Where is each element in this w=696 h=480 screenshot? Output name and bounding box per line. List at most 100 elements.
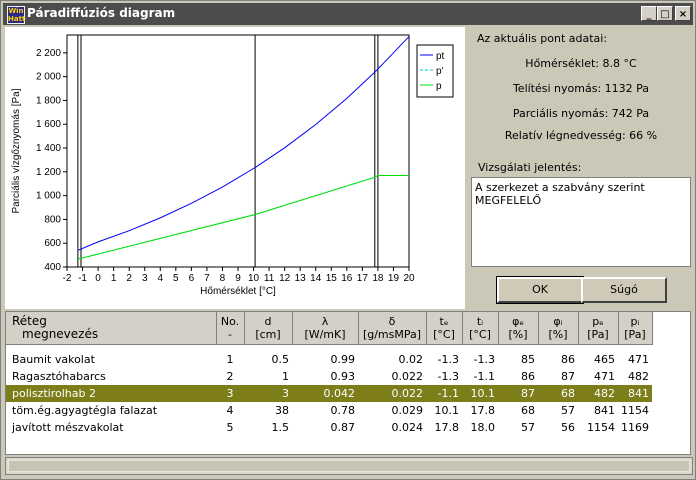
table-cell: 1 [226, 353, 234, 366]
x-tick-label: 9 [235, 273, 241, 284]
column-header[interactable]: tₑ [°C] [426, 312, 463, 345]
table-cell: 1169 [621, 421, 649, 434]
series-line-0 [77, 36, 410, 251]
layer-name-cell: töm.ég.agyagtégla falazat [12, 404, 158, 417]
column-header[interactable]: tᵢ [°C] [462, 312, 499, 345]
table-cell: 0.029 [391, 404, 424, 417]
table-cell: 10.1 [462, 385, 498, 402]
column-header-title: δ [388, 315, 396, 328]
x-tick-label: 19 [388, 273, 400, 284]
table-cell: 85 [521, 353, 535, 366]
table-cell: 0.02 [398, 353, 424, 366]
x-tick-label: 20 [403, 273, 415, 284]
report-textbox[interactable]: A szerkezet a szabvány szerint MEGFELELŐ [471, 177, 691, 267]
column-header[interactable]: Réteg megnevezés [6, 312, 217, 345]
y-tick-label: 1 800 [36, 95, 61, 106]
y-tick-label: 2 200 [36, 48, 61, 59]
table-cell: 471 [594, 370, 615, 383]
column-header[interactable]: λ [W/mK] [292, 312, 359, 345]
table-cell: 465 [594, 353, 615, 366]
table-row[interactable]: Baumit vakolat 1 0.5 0.99 0.02 -1.3 -1.3 85 86 46… [6, 351, 652, 368]
x-tick-label: 16 [341, 273, 353, 284]
table-cell: 0.87 [330, 421, 356, 434]
table-cell: 4 [226, 404, 234, 417]
table-cell: 0.022 [391, 370, 424, 383]
y-tick-label: 400 [44, 262, 61, 273]
y-tick-label: 600 [44, 238, 61, 249]
y-tick-label: 1 000 [36, 191, 61, 202]
table-cell: 482 [578, 385, 618, 402]
column-header[interactable]: φᵢ [%] [538, 312, 579, 345]
y-tick-label: 1 200 [36, 167, 61, 178]
column-header-unit: [W/mK] [304, 328, 346, 341]
current-point-panel: Az aktuális pont adatai: Hőmérséklet: 8.… [471, 27, 693, 147]
legend-label: p [436, 81, 442, 92]
column-header[interactable]: No. - [216, 312, 245, 345]
title-bar[interactable]: Win Hatt Páradiffúziós diagram _ □ × [3, 3, 693, 25]
column-header-title: φᵢ [553, 315, 563, 328]
table-cell: 5 [226, 421, 234, 434]
help-button[interactable]: Súgó [581, 277, 667, 303]
table-cell: -1.3 [437, 353, 459, 366]
column-header-unit: [°C] [433, 328, 455, 341]
x-tick-label: 8 [220, 273, 226, 284]
minimize-button[interactable]: _ [641, 6, 657, 21]
table-cell: 0.022 [358, 385, 426, 402]
y-tick-label: 1 400 [36, 143, 61, 154]
table-cell: 56 [561, 421, 575, 434]
table-cell: 0.99 [330, 353, 356, 366]
table-row[interactable]: töm.ég.agyagtégla falazat 4 38 0.78 0.029 10.… [6, 402, 652, 419]
column-header-unit: [%] [548, 328, 568, 341]
y-axis-label: Parciális vízgőznyomás [Pa] [11, 88, 22, 213]
current-point-title: Az aktuális pont adatai: [477, 32, 608, 45]
ok-button[interactable]: OK [496, 276, 584, 304]
layer-name-cell: Baumit vakolat [12, 353, 95, 366]
x-tick-label: 11 [264, 273, 275, 284]
layer-table[interactable]: Réteg megnevezés No. - d [cm] λ [W/mK] δ [g/msMPa… [5, 311, 691, 455]
table-cell: 57 [561, 404, 575, 417]
column-header[interactable]: φₑ [%] [498, 312, 539, 345]
legend-label: pt [436, 51, 445, 62]
column-header-unit: - [228, 328, 232, 341]
column-header-unit: megnevezés [22, 327, 99, 341]
column-header[interactable]: d [cm] [244, 312, 293, 345]
plot-area [66, 34, 410, 268]
column-header-unit: [°C] [469, 328, 491, 341]
table-row[interactable]: javított mészvakolat 5 1.5 0.87 0.024 17.8 18.… [6, 419, 652, 436]
table-row[interactable]: Ragasztóhabarcs 2 1 0.93 0.022 -1.3 -1.1 86 87 47… [6, 368, 652, 385]
column-header-title: φₑ [512, 315, 524, 328]
table-cell: 1 [282, 370, 289, 383]
column-header-title: No. [220, 315, 240, 328]
x-tick-label: 17 [357, 273, 369, 284]
column-header-title: Réteg [12, 314, 47, 328]
column-header[interactable]: pᵢ [Pa] [618, 312, 653, 345]
table-cell: 2 [226, 370, 234, 383]
column-header-title: pᵢ [630, 315, 640, 328]
x-tick-label: 4 [157, 273, 163, 284]
table-cell: 86 [521, 370, 535, 383]
x-tick-label: 14 [310, 273, 322, 284]
table-cell: 482 [628, 370, 649, 383]
x-tick-label: 1 [111, 273, 117, 284]
chart-panel[interactable]: 400 600 800 1 000 1 200 1 400 1 600 1 800 2 000 2… [5, 27, 465, 309]
table-cell: 68 [521, 404, 535, 417]
series-line-2 [77, 175, 409, 260]
table-cell: 68 [538, 385, 578, 402]
table-cell: 87 [561, 370, 575, 383]
x-tick-label: 6 [189, 273, 195, 284]
maximize-button[interactable]: □ [657, 6, 673, 21]
column-header[interactable]: pₑ [Pa] [578, 312, 619, 345]
close-button[interactable]: × [675, 6, 691, 21]
table-cell: 18.0 [470, 421, 496, 434]
table-cell: 0.93 [330, 370, 356, 383]
table-row[interactable]: polisztirolhab 2 3 3 0.042 0.022 -1.1 10.1 87 68… [6, 385, 652, 402]
table-cell: 3 [216, 385, 244, 402]
column-header[interactable]: δ [g/msMPa] [358, 312, 427, 345]
horizontal-scrollbar[interactable] [5, 457, 693, 475]
column-header-unit: [%] [508, 328, 528, 341]
table-cell: 10.1 [434, 404, 460, 417]
window-title: Páradiffúziós diagram [27, 6, 176, 20]
table-cell: -1.3 [437, 370, 459, 383]
scrollbar-thumb[interactable] [8, 460, 690, 472]
